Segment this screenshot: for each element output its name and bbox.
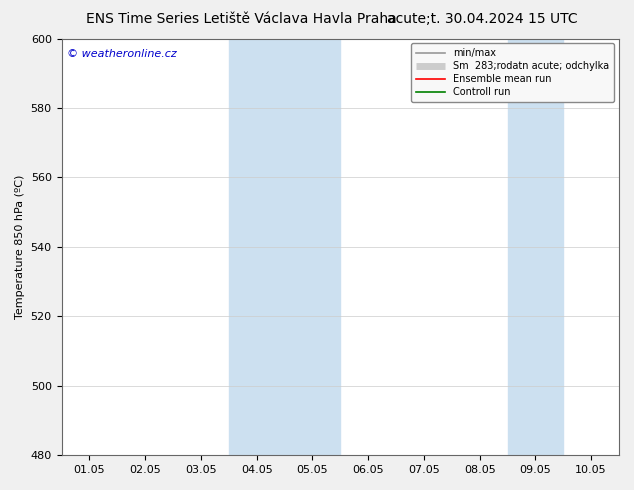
Text: acute;t. 30.04.2024 15 UTC: acute;t. 30.04.2024 15 UTC [387, 12, 577, 26]
Legend: min/max, Sm  283;rodatn acute; odchylka, Ensemble mean run, Controll run: min/max, Sm 283;rodatn acute; odchylka, … [411, 44, 614, 102]
Y-axis label: Temperature 850 hPa (ºC): Temperature 850 hPa (ºC) [15, 175, 25, 319]
Bar [507, 39, 563, 455]
Text: ENS Time Series Letiště Václava Havla Praha: ENS Time Series Letiště Václava Havla Pr… [86, 12, 396, 26]
Bar [285, 39, 340, 455]
Bar [229, 39, 285, 455]
Text: © weatheronline.cz: © weatheronline.cz [67, 49, 177, 59]
